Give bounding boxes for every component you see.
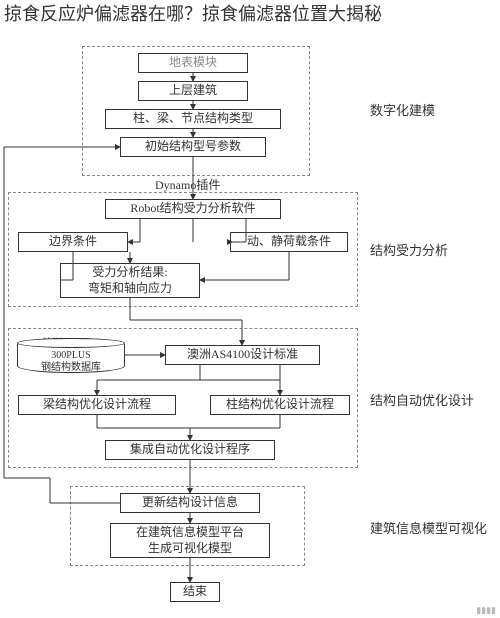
box-results: 受力分析结果: 弯矩和轴向应力 xyxy=(60,263,200,298)
box-integrate: 集成自动优化设计程序 xyxy=(105,440,275,460)
box-boundary: 边界条件 xyxy=(18,232,128,252)
box-update: 更新结构设计信息 xyxy=(120,493,260,513)
section-label-1: 数字化建模 xyxy=(370,100,435,119)
box-end: 结束 xyxy=(170,582,220,602)
page-title: 掠食反应炉偏滤器在哪？掠食偏滤器位置大揭秘 xyxy=(4,2,382,27)
section-label-2: 结构受力分析 xyxy=(370,240,448,259)
box-beam-opt: 梁结构优化设计流程 xyxy=(18,395,176,415)
box-robot: Robot结构受力分析软件 xyxy=(105,199,281,219)
box-init-params: 初始结构型号参数 xyxy=(120,137,266,157)
section-label-4: 建筑信息模型可视化 xyxy=(370,518,487,537)
label-dynamo: Dynamo插件 xyxy=(155,176,220,193)
box-standard: 澳洲AS4100设计标准 xyxy=(165,345,320,365)
box-loads: 动、静荷载条件 xyxy=(230,232,348,252)
watermark: ▮▮▮▮ xyxy=(476,605,496,616)
box-col-opt: 柱结构优化设计流程 xyxy=(210,395,350,415)
db-onesteel: 澳洲OneSteel 300PLUS 钢结构数据库 xyxy=(17,338,125,373)
box-upper: 上层建筑 xyxy=(138,81,248,101)
box-bim: 在建筑信息模型平台 生成可视化模型 xyxy=(110,523,270,558)
box-struct-type: 柱、梁、节点结构类型 xyxy=(105,109,281,129)
section-label-3: 结构自动优化设计 xyxy=(370,390,474,409)
box-start: 地表模块 xyxy=(138,53,248,73)
